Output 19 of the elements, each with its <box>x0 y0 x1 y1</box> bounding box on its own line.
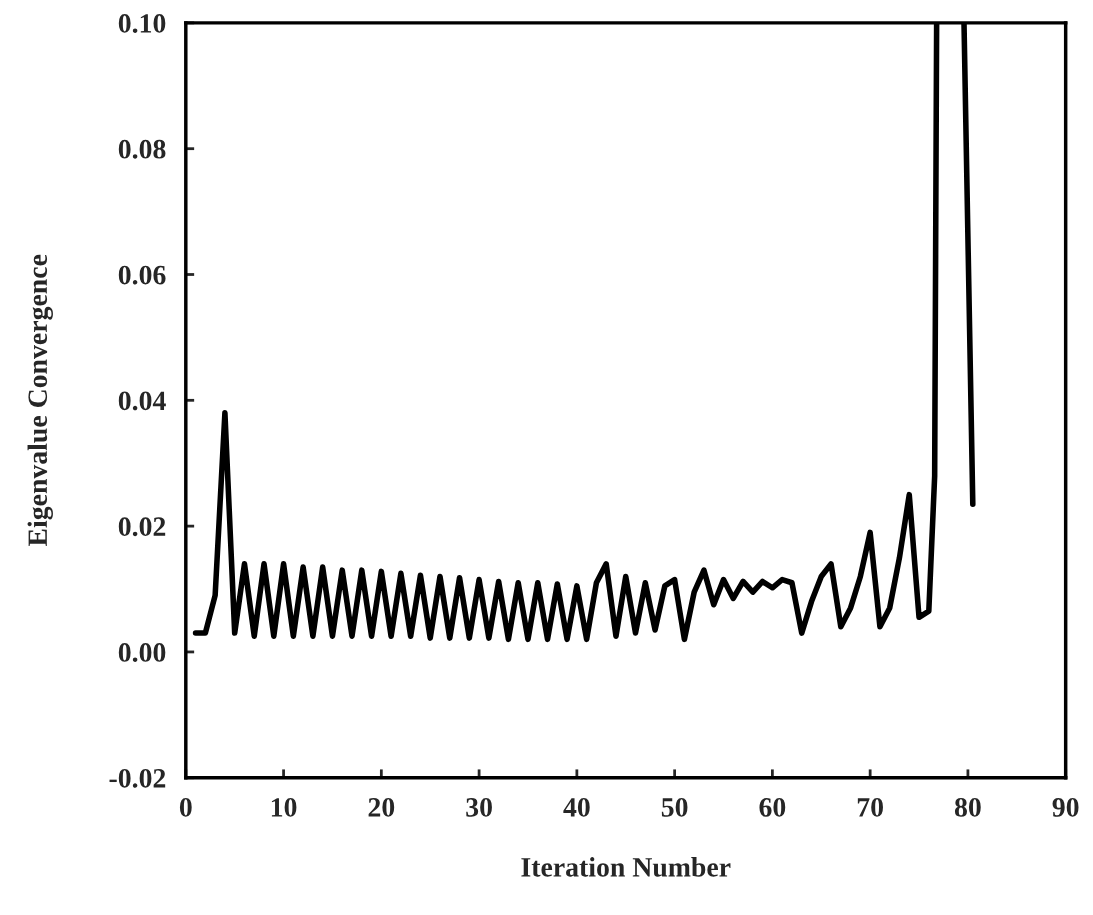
x-tick-label: 40 <box>563 798 590 817</box>
x-tick-label: 30 <box>466 798 492 817</box>
y-tick-label: 0.08 <box>118 139 166 159</box>
y-tick-label: 0.00 <box>118 643 166 662</box>
y-tick-label: -0.02 <box>109 768 166 788</box>
y-tick-label: 0.06 <box>118 265 166 285</box>
x-tick-label: 90 <box>1052 798 1079 817</box>
x-tick-label: 80 <box>954 798 981 817</box>
x-tick-label: 60 <box>759 798 786 817</box>
x-axis-title: Iteration Number <box>521 857 731 877</box>
x-tick-label: 0 <box>179 798 192 817</box>
x-tick-label: 20 <box>368 798 395 817</box>
x-tick-label: 10 <box>271 798 297 817</box>
x-tick-label: 50 <box>661 798 688 817</box>
y-tick-label: 0.04 <box>118 391 166 411</box>
y-tick-label: 0.02 <box>118 517 166 537</box>
y-axis-title: Eigenvalue Convergence <box>27 254 53 547</box>
y-tick-label: 0.10 <box>118 14 166 33</box>
x-tick-label: 70 <box>857 798 883 817</box>
